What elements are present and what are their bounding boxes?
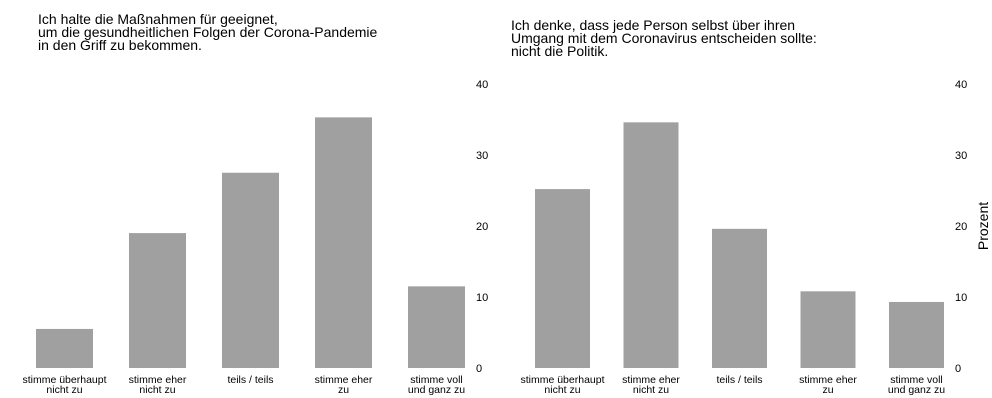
category-label: stimme eher <box>129 374 187 386</box>
chart-title-line: in den Griff zu bekommen. <box>38 37 202 53</box>
category-label: stimme überhaupt <box>520 374 604 386</box>
category-label: und ganz zu <box>888 384 945 396</box>
y-axis-label: Prozent <box>975 202 991 250</box>
bar <box>315 117 372 369</box>
category-label: teils / teils <box>716 374 762 386</box>
y-tick-label: 10 <box>955 292 967 304</box>
left-chart-panel: Ich halte die Maßnahmen für geeignet,um … <box>22 11 488 396</box>
y-tick-label: 30 <box>955 150 967 162</box>
category-label: und ganz zu <box>408 384 465 396</box>
y-tick-label: 40 <box>955 79 967 91</box>
category-label: stimme eher <box>799 374 857 386</box>
bar <box>535 189 590 368</box>
chart-title-line: Ich halte die Maßnahmen für geeignet, <box>38 11 278 27</box>
bar <box>129 233 186 368</box>
bar <box>800 291 856 368</box>
chart-title-line: Umgang mit dem Coronavirus entscheiden s… <box>511 30 817 46</box>
y-tick-label: 20 <box>476 221 488 233</box>
bar <box>623 122 679 368</box>
chart-title-line: Ich denke, dass jede Person selbst über … <box>511 17 795 33</box>
category-label: stimme überhaupt <box>22 374 106 386</box>
y-tick-label: 40 <box>476 79 488 91</box>
right-chart-panel: Ich denke, dass jede Person selbst über … <box>511 17 991 396</box>
y-tick-label: 10 <box>476 292 488 304</box>
chart-title-line: um die gesundheitlichen Folgen der Coron… <box>38 24 378 40</box>
category-label: stimme voll <box>890 374 943 386</box>
category-label: zu <box>822 384 833 396</box>
category-label: nicht zu <box>633 384 669 396</box>
bar <box>222 172 279 368</box>
y-tick-label: 20 <box>955 221 967 233</box>
bar <box>712 228 767 368</box>
bar <box>408 286 465 368</box>
bar <box>36 328 93 368</box>
category-label: stimme eher <box>622 374 680 386</box>
category-label: teils / teils <box>227 374 273 386</box>
category-label: nicht zu <box>544 384 580 396</box>
category-label: stimme eher <box>315 374 373 386</box>
bar <box>889 301 944 368</box>
y-tick-label: 30 <box>476 150 488 162</box>
y-tick-label: 0 <box>476 363 482 375</box>
category-label: nicht zu <box>139 384 175 396</box>
category-label: nicht zu <box>46 384 82 396</box>
chart-title-line: nicht die Politik. <box>511 43 608 59</box>
y-tick-label: 0 <box>955 363 961 375</box>
category-label: stimme voll <box>410 374 463 386</box>
category-label: zu <box>338 384 349 396</box>
